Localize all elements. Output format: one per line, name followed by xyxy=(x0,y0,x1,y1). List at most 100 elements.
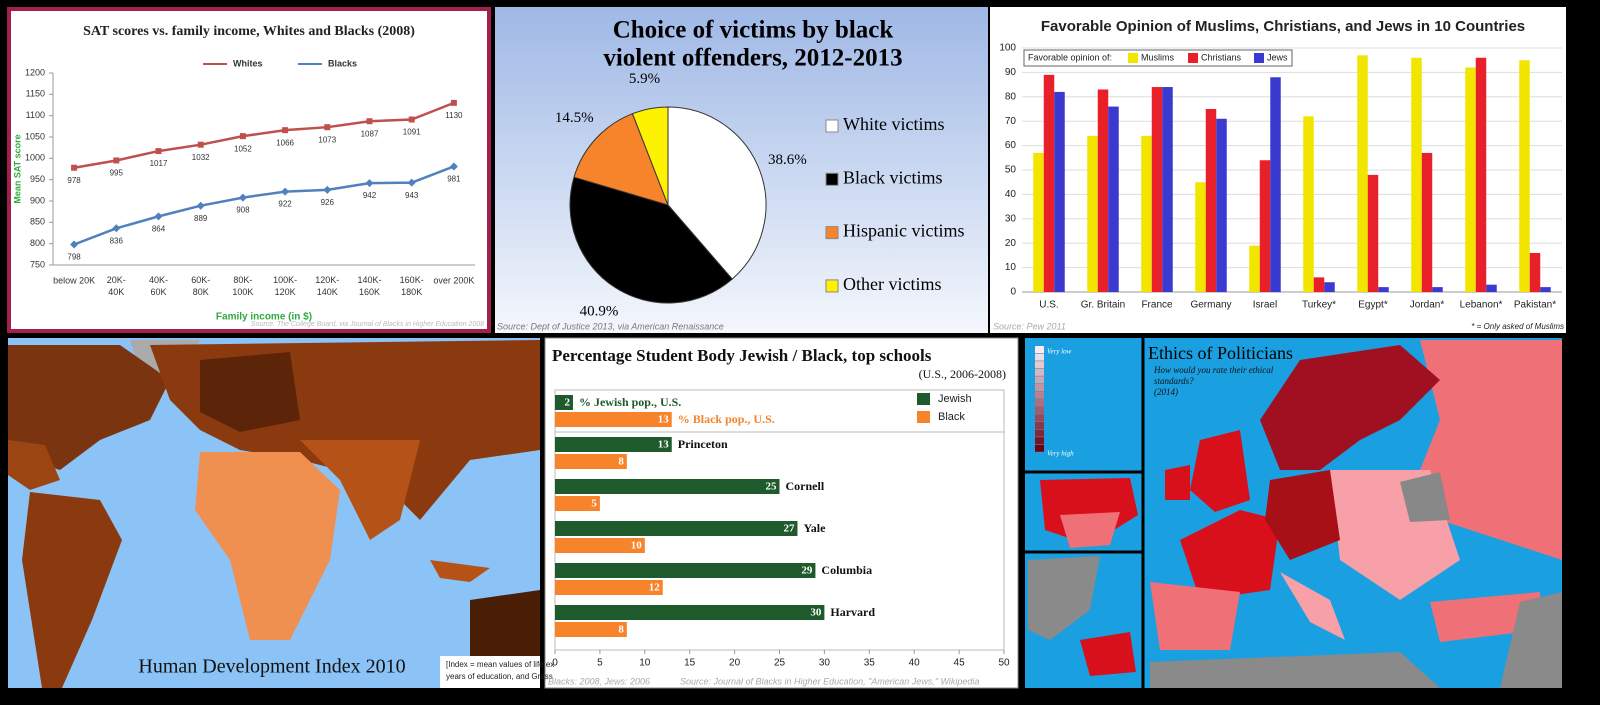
x-tick-label: 40K-60K xyxy=(149,275,168,297)
value-label: 922 xyxy=(278,200,292,209)
panel-sat xyxy=(7,7,491,333)
y-tick-label: 1050 xyxy=(25,131,45,141)
bar xyxy=(1367,174,1379,292)
asia xyxy=(1028,556,1100,640)
bar xyxy=(1303,116,1314,292)
legend-swatch xyxy=(1035,376,1044,384)
bar xyxy=(555,538,645,553)
note: * = Only asked of Muslims xyxy=(1471,322,1564,331)
legend-swatch xyxy=(1035,368,1044,376)
bar xyxy=(1378,287,1389,292)
marker xyxy=(238,193,247,202)
x-axis-label: Family income (in $) xyxy=(216,312,312,323)
y-tick-label: 20 xyxy=(1005,238,1017,249)
bar xyxy=(1216,118,1227,292)
line xyxy=(73,165,455,246)
marker xyxy=(239,133,246,140)
map-note: [Index = mean values of life ex xyxy=(446,660,554,669)
x-tick-label: 30 xyxy=(819,658,831,669)
map-title: Ethics of Politicians xyxy=(1148,343,1293,363)
bar xyxy=(1421,152,1433,292)
y-tick-label: 750 xyxy=(30,259,45,269)
category-label: Princeton xyxy=(678,437,728,451)
bar xyxy=(1151,87,1163,292)
legend-label: Jews xyxy=(1267,52,1288,62)
bar xyxy=(1270,77,1281,292)
annotation: % Jewish pop., U.S. xyxy=(579,395,681,409)
value-label: 25 xyxy=(766,481,778,493)
legend-swatch xyxy=(825,226,839,240)
legend-scale xyxy=(1035,346,1044,452)
scandinavia xyxy=(1260,345,1440,470)
source: Source: Pew 2011 xyxy=(993,321,1066,331)
bar xyxy=(1033,152,1044,292)
ireland xyxy=(1165,465,1190,500)
usa xyxy=(1060,512,1120,548)
value-label: 1052 xyxy=(234,144,252,153)
germany xyxy=(1265,470,1340,560)
value-label: 889 xyxy=(194,214,208,223)
pie-slice xyxy=(667,106,767,280)
value-label: 5 xyxy=(591,498,597,510)
uk xyxy=(1190,430,1250,512)
value-label: 1066 xyxy=(276,138,294,147)
south-america xyxy=(22,492,122,688)
x-tick-label: 20 xyxy=(729,658,741,669)
y-tick-label: 70 xyxy=(1005,116,1017,127)
pie-slice xyxy=(569,176,733,304)
turkey xyxy=(1430,592,1540,642)
marker xyxy=(196,201,205,210)
bar xyxy=(1195,182,1206,292)
value-label: 13 xyxy=(658,414,670,426)
italy xyxy=(1280,572,1345,640)
legend-swatch xyxy=(1128,53,1138,63)
bar xyxy=(1108,106,1119,292)
bar xyxy=(1313,277,1325,292)
legend-label: Blacks xyxy=(328,58,357,68)
marker xyxy=(113,157,120,164)
legend-swatch xyxy=(1035,384,1044,391)
source: Source: The College Board, via Journal o… xyxy=(251,321,484,328)
y-tick-label: 10 xyxy=(1005,262,1017,273)
marker xyxy=(155,148,162,155)
x-tick-label: Gr. Britain xyxy=(1081,300,1125,311)
bar xyxy=(1141,135,1152,292)
marker xyxy=(365,179,374,188)
map-subtitle: standards? xyxy=(1154,376,1194,386)
legend-label: Black victims xyxy=(843,167,942,187)
north-africa xyxy=(1150,652,1440,688)
marker xyxy=(112,224,121,233)
map-subtitle: (2014) xyxy=(1154,387,1178,397)
value-label: 8 xyxy=(618,624,624,636)
legend-box xyxy=(1023,49,1293,67)
bar xyxy=(555,454,627,469)
x-tick-label: 15 xyxy=(684,658,696,669)
x-tick-label: 0 xyxy=(552,658,558,669)
legend-swatch xyxy=(1035,422,1044,429)
legend-label: Hispanic victims xyxy=(843,221,964,241)
legend-label: Whites xyxy=(233,58,263,68)
x-tick-label: Turkey* xyxy=(1302,300,1336,311)
legend-swatch xyxy=(1035,406,1044,414)
chart-title: SAT scores vs. family income, Whites and… xyxy=(83,24,415,39)
value-label: 38.6% xyxy=(768,152,807,168)
bar xyxy=(1324,282,1335,292)
indonesia xyxy=(430,560,490,582)
africa xyxy=(195,452,340,640)
value-label: 2 xyxy=(564,397,570,409)
value-label: 926 xyxy=(321,198,335,207)
value-label: 1087 xyxy=(361,129,379,138)
x-tick-label: Egypt* xyxy=(1358,300,1388,311)
value-label: 13 xyxy=(658,439,670,451)
value-label: 1073 xyxy=(318,135,336,144)
map-note: years of education, and Gross xyxy=(446,672,553,681)
value-label: 8 xyxy=(618,456,624,468)
note-box xyxy=(440,656,540,688)
chart-title: Choice of victims by black xyxy=(613,17,894,44)
legend-swatch xyxy=(1035,444,1044,452)
bar xyxy=(555,496,600,511)
legend-label: Jewish xyxy=(938,393,972,405)
marker xyxy=(282,127,289,134)
legend-label: Very high xyxy=(1047,450,1074,458)
